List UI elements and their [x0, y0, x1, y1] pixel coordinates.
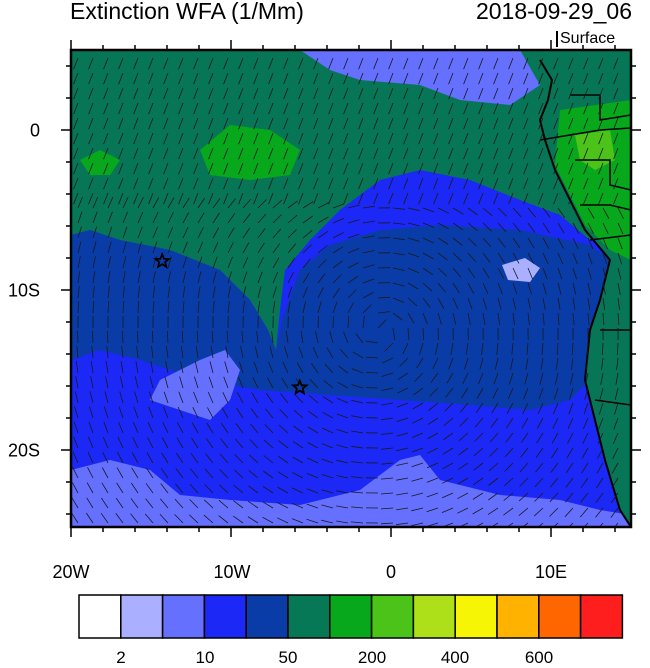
wind-vector: [378, 283, 390, 284]
lat-label-10s: 10S: [0, 281, 40, 302]
colorbar-swatch: [455, 595, 497, 638]
colorbar-swatch: [288, 595, 330, 638]
colorbar-label-2: 2: [116, 648, 125, 668]
colorbar-swatch: [539, 595, 581, 638]
colorbar-swatch: [79, 595, 121, 638]
lon-label-20w: 20W: [52, 562, 89, 583]
colorbar-label-50: 50: [279, 648, 298, 668]
colorbar-swatch: [372, 595, 414, 638]
colorbar-label-10: 10: [196, 648, 215, 668]
lat-label-20s: 20S: [0, 441, 40, 462]
lon-label-10w: 10W: [213, 562, 250, 583]
colorbar-swatch: [163, 595, 205, 638]
colorbar-label-400: 400: [441, 648, 469, 668]
map-plot-area: [71, 50, 631, 532]
colorbar: [79, 595, 622, 638]
colorbar-swatch: [246, 595, 288, 638]
colorbar-swatch: [581, 595, 623, 638]
wind-vector: [333, 316, 334, 328]
wind-vector: [78, 331, 79, 343]
colorbar-swatch: [204, 595, 246, 638]
lon-label-10e: 10E: [535, 562, 567, 583]
colorbar-swatch: [330, 595, 372, 638]
wind-vector: [93, 331, 94, 343]
colorbar-label-600: 600: [525, 648, 553, 668]
lon-label-0: 0: [386, 562, 396, 583]
colorbar-label-200: 200: [358, 648, 386, 668]
colorbar-swatch: [121, 595, 163, 638]
colorbar-swatch: [497, 595, 539, 638]
colorbar-swatch: [413, 595, 455, 638]
lat-label-0: 0: [0, 121, 40, 142]
